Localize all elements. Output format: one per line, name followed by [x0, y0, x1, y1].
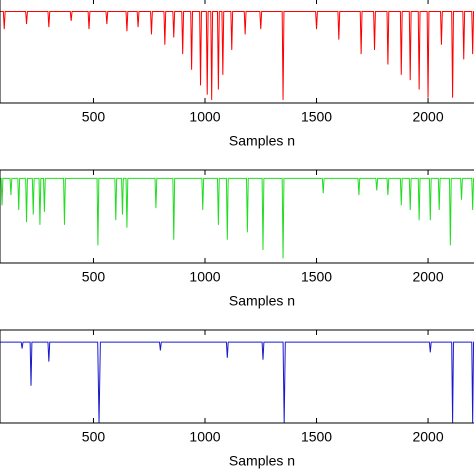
axes-box: [0, 329, 474, 424]
x-axis-label: Samples n: [229, 453, 295, 469]
x-tick-label: 1000: [189, 269, 220, 285]
x-tick-label: 2000: [412, 429, 443, 445]
x-tick-label: 1500: [301, 429, 332, 445]
data-line: [0, 341, 474, 424]
data-line: [0, 177, 474, 259]
x-tick-label: 2000: [412, 109, 443, 125]
x-tick-label: 1500: [301, 269, 332, 285]
x-tick-label: 1500: [301, 109, 332, 125]
x-tick-label: 1000: [189, 109, 220, 125]
data-line: [0, 10, 474, 100]
axes-box: [0, 0, 474, 104]
x-tick-label: 500: [82, 109, 106, 125]
x-tick-label: 500: [82, 429, 106, 445]
x-tick-label: 500: [82, 269, 106, 285]
x-tick-label: 1000: [189, 429, 220, 445]
x-tick-label: 2000: [412, 269, 443, 285]
axes-box: [0, 169, 474, 264]
x-axis-label: Samples n: [229, 293, 295, 309]
x-axis-label: Samples n: [229, 133, 295, 149]
